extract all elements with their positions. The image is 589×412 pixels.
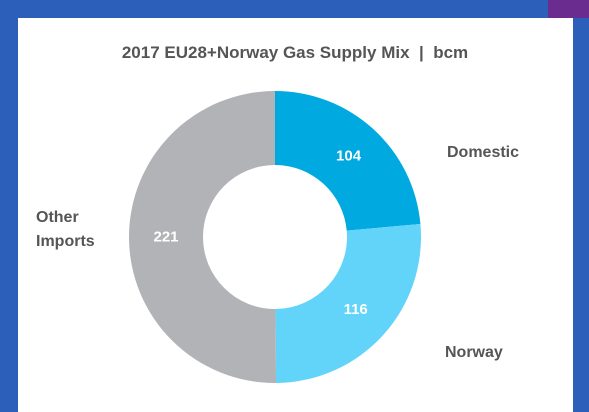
- chart-title: 2017 EU28+Norway Gas Supply Mix | bcm: [122, 43, 468, 62]
- donut-segment: [129, 91, 277, 383]
- value-label: 116: [344, 301, 368, 318]
- category-label: Domestic: [447, 144, 520, 161]
- corner-accent: [548, 0, 589, 18]
- value-label: 104: [336, 148, 362, 165]
- category-label: Other Imports: [36, 209, 95, 250]
- donut-segment: [275, 224, 422, 383]
- value-label: 221: [153, 228, 178, 245]
- donut-segment: [275, 91, 421, 231]
- category-label: Norway: [445, 344, 503, 361]
